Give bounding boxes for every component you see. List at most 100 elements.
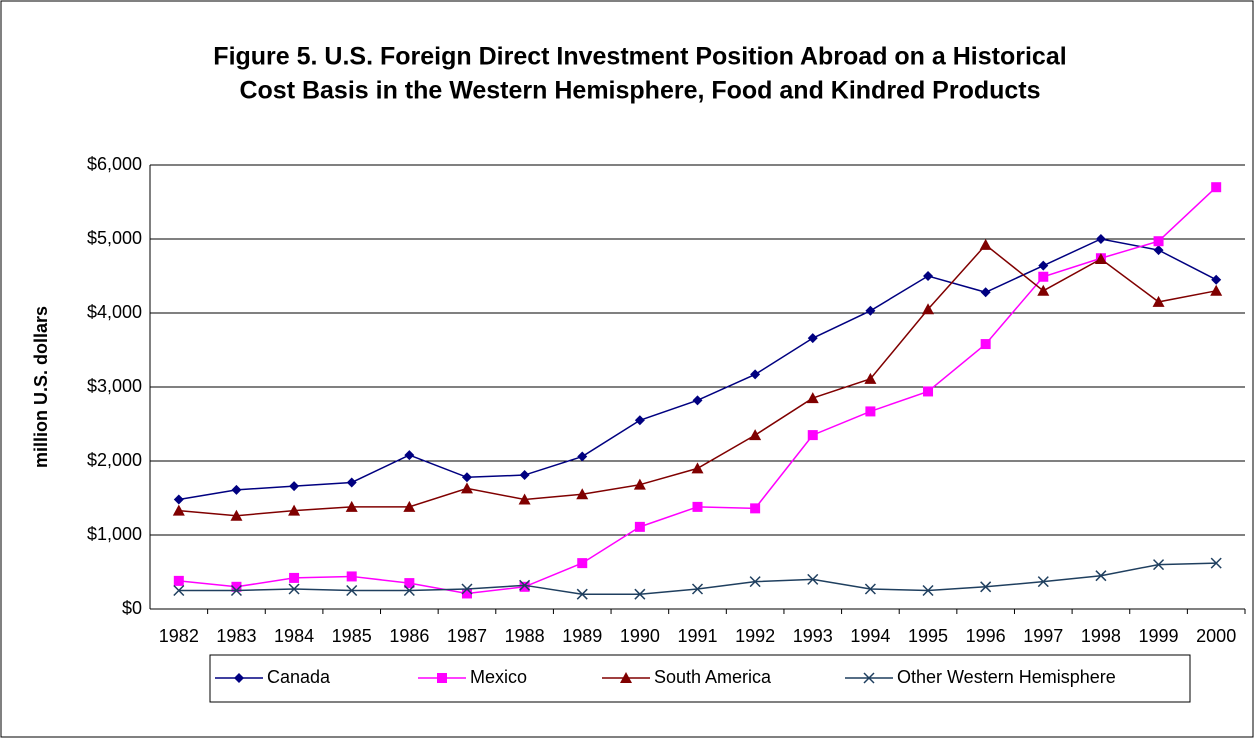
x-tick-label: 1998 (1081, 626, 1121, 646)
marker (692, 395, 703, 406)
marker (173, 575, 184, 586)
marker (437, 673, 447, 683)
x-tick-label: 1987 (447, 626, 487, 646)
marker (692, 501, 703, 512)
marker (460, 482, 473, 494)
marker (807, 333, 818, 344)
marker (864, 583, 876, 595)
marker (1153, 245, 1164, 256)
marker (234, 673, 244, 683)
marker (288, 583, 300, 595)
marker (806, 392, 819, 404)
x-tick-label: 1991 (677, 626, 717, 646)
marker (230, 584, 242, 597)
y-tick-label: $3,000 (87, 376, 142, 396)
marker (750, 503, 761, 514)
marker (1095, 570, 1107, 582)
marker (518, 493, 531, 505)
x-tick-label: 1994 (850, 626, 890, 646)
y-tick-label: $2,000 (87, 450, 142, 470)
marker (691, 583, 704, 595)
marker (980, 339, 991, 350)
marker (288, 504, 301, 516)
marker (923, 271, 934, 281)
marker (346, 477, 357, 488)
y-tick-label: $5,000 (87, 228, 142, 248)
legend-label: Canada (267, 667, 331, 687)
marker (577, 558, 588, 569)
marker (577, 451, 588, 462)
marker (519, 470, 530, 481)
marker (749, 429, 762, 441)
marker (289, 481, 300, 492)
marker (922, 303, 935, 315)
x-tick-label: 1983 (216, 626, 256, 646)
y-tick-label: $4,000 (87, 302, 142, 322)
marker (403, 500, 416, 512)
x-tick-label: 1982 (159, 626, 199, 646)
y-tick-label: $0 (122, 598, 142, 618)
marker (1210, 284, 1223, 296)
marker (1038, 271, 1049, 282)
chart-title: Figure 5. U.S. Foreign Direct Investment… (213, 43, 1066, 71)
marker (172, 504, 185, 516)
marker (404, 578, 415, 589)
y-tick-label: $1,000 (87, 524, 142, 544)
x-tick-label: 1988 (505, 626, 545, 646)
marker (807, 430, 818, 441)
marker (345, 500, 358, 512)
marker (346, 584, 358, 597)
marker (1153, 236, 1164, 247)
marker (864, 372, 877, 384)
x-tick-label: 1996 (966, 626, 1006, 646)
marker (633, 478, 646, 490)
marker (1037, 576, 1049, 588)
x-tick-label: 1985 (332, 626, 372, 646)
marker (922, 584, 934, 597)
marker (1095, 234, 1106, 244)
marker (634, 415, 645, 426)
legend-label: South America (654, 667, 772, 687)
x-tick-label: 1990 (620, 626, 660, 646)
x-tick-label: 2000 (1196, 626, 1236, 646)
y-tick-label: $6,000 (87, 154, 142, 174)
marker (1210, 557, 1222, 569)
marker (1037, 284, 1050, 296)
marker (1211, 182, 1222, 193)
x-tick-label: 1989 (562, 626, 602, 646)
marker (634, 588, 646, 600)
marker (231, 484, 242, 495)
marker (461, 588, 472, 599)
marker (1152, 295, 1165, 307)
marker (1211, 274, 1222, 285)
marker (980, 581, 992, 593)
marker (173, 494, 184, 505)
marker (173, 584, 185, 597)
marker (691, 462, 704, 474)
marker (865, 406, 876, 417)
chart-title: Cost Basis in the Western Hemisphere, Fo… (239, 77, 1040, 105)
marker (231, 581, 242, 592)
marker (620, 672, 632, 683)
marker (749, 576, 761, 588)
marker (519, 581, 530, 592)
marker (403, 584, 415, 597)
marker (1153, 559, 1165, 571)
marker (980, 287, 991, 298)
marker (289, 572, 300, 583)
marker (1038, 260, 1049, 271)
marker (519, 579, 531, 591)
marker (750, 369, 761, 380)
marker (461, 472, 472, 483)
marker (865, 305, 876, 316)
x-tick-label: 1984 (274, 626, 314, 646)
legend-label: Other Western Hemisphere (897, 667, 1116, 687)
x-tick-label: 1986 (389, 626, 429, 646)
marker (979, 238, 992, 250)
marker (346, 571, 357, 582)
marker (576, 588, 588, 600)
legend (209, 654, 1191, 703)
x-tick-label: 1999 (1139, 626, 1179, 646)
